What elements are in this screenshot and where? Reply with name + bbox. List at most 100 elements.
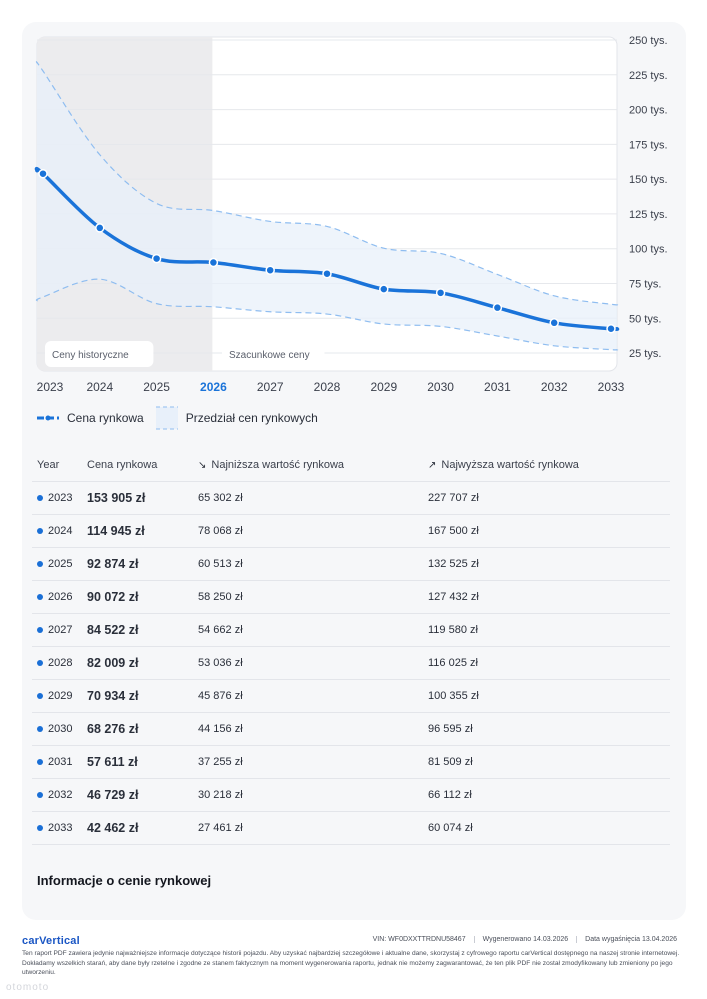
series-dot-icon — [37, 692, 43, 699]
legend-band-icon — [155, 406, 178, 430]
high-cell: 227 707 zł — [428, 481, 670, 515]
high-cell: 81 509 zł — [428, 745, 670, 779]
low-cell: 65 302 zł — [198, 481, 428, 515]
series-dot-icon — [37, 560, 43, 567]
header-low-label: Najniższa wartość rynkowa — [211, 458, 345, 471]
range-band — [36, 61, 618, 350]
year-value: 2024 — [48, 524, 73, 537]
header-high: ↗ Najwyższa wartość rynkowa — [428, 449, 670, 482]
year-cell: 2028 — [32, 646, 87, 680]
series-dot-icon — [37, 758, 43, 765]
series-dot-icon — [37, 791, 43, 798]
year-value: 2027 — [48, 623, 73, 636]
expiry-date: Data wygaśnięcia 13.04.2026 — [576, 936, 685, 943]
y-tick-label: 25 tys. — [629, 348, 661, 360]
year-cell: 2027 — [32, 613, 87, 647]
y-tick-label: 75 tys. — [629, 278, 661, 290]
legend-item-range: Przedział cen rynkowych — [155, 406, 318, 430]
year-value: 2028 — [48, 656, 73, 669]
high-cell: 127 432 zł — [428, 580, 670, 614]
year-cell: 2030 — [32, 712, 87, 746]
high-cell: 60 074 zł — [428, 811, 670, 845]
legend-label-range: Przedział cen rynkowych — [185, 411, 318, 425]
y-tick-label: 100 tys. — [629, 244, 668, 256]
year-value: 2029 — [48, 689, 73, 702]
y-tick-label: 225 tys. — [629, 70, 668, 82]
header-high-label: Najwyższa wartość rynkowa — [441, 458, 579, 471]
low-cell: 78 068 zł — [198, 514, 428, 548]
price-point — [606, 323, 616, 334]
high-cell: 96 595 zł — [428, 712, 670, 746]
table-row: 2027 84 522 zł 54 662 zł 119 580 zł — [32, 613, 670, 647]
low-cell: 37 255 zł — [198, 745, 428, 779]
table-row: 2026 90 072 zł 58 250 zł 127 432 zł — [32, 580, 670, 614]
year-cell: 2024 — [32, 514, 87, 548]
chart-legend: Cena rynkowa Przedział cen rynkowych — [37, 404, 330, 432]
x-tick-label: 2026 — [200, 380, 227, 394]
price-point — [435, 288, 446, 298]
high-cell: 116 025 zł — [428, 646, 670, 680]
year-cell: 2029 — [32, 679, 87, 713]
series-dot-icon — [37, 626, 43, 633]
arrow-down-right-icon: ↘ — [198, 459, 207, 471]
high-cell: 100 355 zł — [428, 679, 670, 713]
table-row: 2024 114 945 zł 78 068 zł 167 500 zł — [32, 514, 670, 548]
year-cell: 2032 — [32, 778, 87, 812]
table-header-row: Year Cena rynkowa ↘ Najniższa wartość ryn… — [32, 449, 670, 482]
high-cell: 167 500 zł — [428, 514, 670, 548]
y-tick-label: 200 tys. — [629, 105, 668, 117]
series-dot-icon — [37, 593, 43, 600]
price-cell: 42 462 zł — [87, 811, 198, 845]
x-tick-label: 2030 — [427, 380, 454, 394]
low-cell: 44 156 zł — [198, 712, 428, 746]
y-tick-label: 175 tys. — [629, 139, 668, 151]
year-cell: 2026 — [32, 580, 87, 614]
low-cell: 45 876 zł — [198, 679, 428, 713]
legend-label-price: Cena rynkowa — [67, 411, 144, 425]
x-tick-label: 2027 — [257, 380, 284, 394]
brand-logo: carVertical — [22, 935, 80, 947]
series-dot-icon — [37, 659, 43, 666]
year-cell: 2025 — [32, 547, 87, 581]
table-row: 2025 92 874 zł 60 513 zł 132 525 zł — [32, 547, 670, 581]
price-cell: 153 905 zł — [87, 481, 198, 515]
price-point — [265, 265, 275, 275]
series-dot-icon — [37, 494, 43, 501]
table-row: 2023 153 905 zł 65 302 zł 227 707 zł — [32, 481, 670, 515]
price-chart: 25 tys. 50 tys. 75 tys. 100 tys. 125 tys. 150… — [34, 35, 668, 394]
table-row: 2031 57 611 zł 37 255 zł 81 509 zł — [32, 745, 670, 779]
price-point — [549, 318, 559, 328]
table-row: 2029 70 934 zł 45 876 zł 100 355 zł — [32, 679, 670, 713]
header-low: ↘ Najniższa wartość rynkowa — [198, 449, 428, 482]
year-value: 2031 — [48, 755, 73, 768]
table-row: 2030 68 276 zł 44 156 zł 96 595 zł — [32, 712, 670, 746]
generated-date: Wygenerowano 14.03.2026 — [473, 936, 577, 943]
price-point — [208, 257, 219, 268]
year-value: 2026 — [48, 590, 73, 603]
series-dot-icon — [37, 527, 43, 534]
historical-label-box — [45, 341, 154, 367]
table-row: 2028 82 009 zł 53 036 zł 116 025 zł — [32, 646, 670, 680]
x-tick-label: 2028 — [314, 380, 341, 394]
year-value: 2032 — [48, 788, 73, 801]
high-cell: 66 112 zł — [428, 778, 670, 812]
low-cell: 53 036 zł — [198, 646, 428, 680]
vin-text: VIN: WF0DXXTTRDNU58467 — [372, 936, 466, 943]
table-row: 2032 46 729 zł 30 218 zł 66 112 zł — [32, 778, 670, 812]
x-tick-label: 2032 — [541, 380, 568, 394]
table-row: 2033 42 462 zł 27 461 zł 60 074 zł — [32, 811, 670, 845]
price-cell: 92 874 zł — [87, 547, 198, 581]
y-tick-label: 125 tys. — [629, 209, 668, 221]
historical-label: Ceny historyczne — [52, 350, 129, 361]
disclaimer-text: Ten raport PDF zawiera jedynie najważnie… — [22, 950, 680, 976]
year-cell: 2023 — [32, 481, 87, 515]
year-value: 2025 — [48, 557, 73, 570]
price-cell: 68 276 zł — [87, 712, 198, 746]
low-cell: 54 662 zł — [198, 613, 428, 647]
price-cell: 114 945 zł — [87, 514, 198, 548]
price-point — [379, 284, 389, 294]
header-year: Year — [32, 449, 87, 482]
y-tick-label: 50 tys. — [629, 313, 661, 325]
year-value: 2033 — [48, 821, 73, 834]
x-tick-label: 2029 — [370, 380, 397, 394]
